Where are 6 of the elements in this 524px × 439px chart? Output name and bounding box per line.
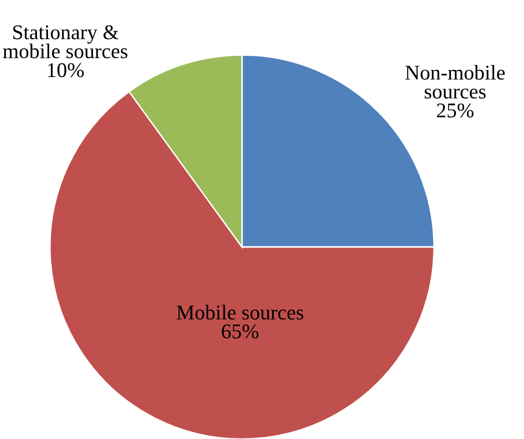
- data-label: 10%: [48, 63, 84, 78]
- data-label: 65%: [222, 324, 258, 339]
- slice-label: Mobile sources: [176, 304, 304, 320]
- data-label: 25%: [436, 103, 474, 118]
- slice-label: Stationary & mobile sources: [3, 25, 128, 58]
- slice-label: Non-mobile sources: [405, 65, 505, 99]
